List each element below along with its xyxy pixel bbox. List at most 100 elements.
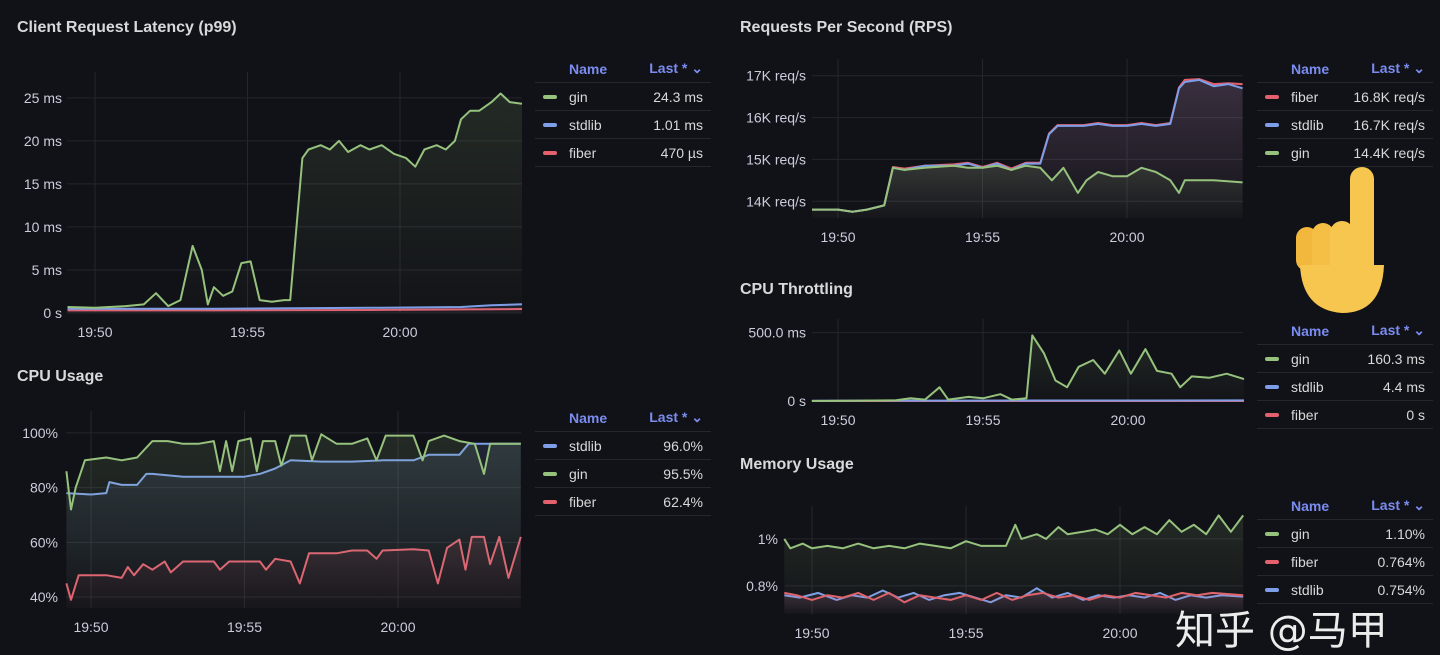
x-tick-label: 19:55 [230,324,265,340]
x-tick-label: 19:55 [227,619,262,635]
legend-last-value: 14.4K req/s [1353,144,1425,161]
panel-title-latency[interactable]: Client Request Latency (p99) [17,19,237,36]
series-area-gin [67,93,522,313]
legend-last-sort-header[interactable]: Last * ⌄ [649,60,703,76]
legend-last-value: 95.5% [663,465,703,482]
legend-series-name: gin [569,88,588,105]
legend-header: Name Last * ⌄ [1257,492,1433,520]
series-color-swatch-icon [1265,587,1279,592]
legend-last-value: 1.01 ms [653,116,703,133]
legend-item-stdlib[interactable]: stdlib 0.754% [1257,576,1433,604]
x-tick-label: 20:00 [1109,229,1144,245]
legend-last-sort-header[interactable]: Last * ⌄ [1371,322,1425,338]
series-color-swatch-icon [1265,384,1279,389]
panel-title-rps[interactable]: Requests Per Second (RPS) [740,19,953,36]
legend-item-fiber[interactable]: fiber 0.764% [1257,548,1433,576]
y-tick-label: 0 s [787,393,806,409]
legend-series-name: fiber [569,144,597,161]
series-color-swatch-icon [543,499,557,504]
legend-name-header[interactable]: Name [1291,497,1330,514]
pointing-up-hand-icon [1296,167,1384,313]
y-tick-label: 80% [30,480,58,496]
legend-last-value: 470 µs [660,144,703,161]
legend-last-sort-header[interactable]: Last * ⌄ [1371,497,1425,513]
x-tick-label: 20:00 [1110,412,1145,428]
legend-header: Name Last * ⌄ [1257,317,1433,345]
legend-last-value: 1.10% [1385,525,1425,542]
y-tick-label: 100% [22,425,58,441]
series-area-gin [784,515,1244,614]
legend-item-gin[interactable]: gin 160.3 ms [1257,345,1433,373]
series-color-swatch-icon [1265,122,1279,127]
legend-series-name: stdlib [1291,581,1324,598]
series-color-swatch-icon [543,150,557,155]
y-tick-label: 17K req/s [746,68,806,84]
x-tick-label: 19:50 [794,625,829,641]
series-color-swatch-icon [1265,356,1279,361]
series-color-swatch-icon [543,443,557,448]
series-line-gin [65,433,521,511]
legend-name-header[interactable]: Name [1291,322,1330,339]
y-tick-label: 0.8% [746,578,778,594]
legend-header: Name Last * ⌄ [1257,55,1433,83]
legend-series-name: gin [1291,350,1310,367]
legend-name-header[interactable]: Name [569,409,608,426]
legend-header: Name Last * ⌄ [535,404,711,432]
x-tick-label: 19:50 [820,229,855,245]
legend-item-gin[interactable]: gin 1.10% [1257,520,1433,548]
y-tick-label: 10 ms [24,219,62,235]
legend-last-value: 0.754% [1377,581,1425,598]
y-tick-label: 1% [758,531,778,547]
legend-series-name: stdlib [569,437,602,454]
legend-name-header[interactable]: Name [1291,60,1330,77]
y-tick-label: 15 ms [24,176,62,192]
legend-last-sort-header[interactable]: Last * ⌄ [1371,60,1425,76]
legend-series-name: gin [569,465,588,482]
legend-name-header[interactable]: Name [569,60,608,77]
legend-last-sort-header[interactable]: Last * ⌄ [649,409,703,425]
series-line-gin [811,334,1245,402]
y-tick-label: 15K req/s [746,151,806,167]
series-area-gin [66,434,521,608]
y-tick-label: 5 ms [32,262,62,278]
series-line-gin [812,164,1243,213]
y-tick-label: 40% [30,589,58,605]
y-tick-label: 16K req/s [746,110,806,126]
panel-title-memory-usage[interactable]: Memory Usage [740,456,854,473]
legend-latency: Name Last * ⌄ gin 24.3 ms stdlib 1.01 ms fiber… [535,55,711,167]
legend-last-value: 24.3 ms [653,88,703,105]
panel-title-cpu-throttling[interactable]: CPU Throttling [740,281,853,298]
legend-item-fiber[interactable]: fiber 62.4% [535,488,711,516]
legend-item-stdlib[interactable]: stdlib 1.01 ms [535,111,711,139]
y-tick-label: 60% [30,534,58,550]
legend-header: Name Last * ⌄ [535,55,711,83]
x-tick-label: 20:00 [382,324,417,340]
y-tick-label: 500.0 ms [748,325,806,341]
legend-series-name: gin [1291,525,1310,542]
legend-series-name: gin [1291,144,1310,161]
legend-item-fiber[interactable]: fiber 470 µs [535,139,711,167]
legend-series-name: fiber [1291,88,1319,105]
series-color-swatch-icon [1265,559,1279,564]
x-tick-label: 19:55 [948,625,983,641]
legend-item-stdlib[interactable]: stdlib 4.4 ms [1257,373,1433,401]
legend-item-fiber[interactable]: fiber 16.8K req/s [1257,83,1433,111]
legend-cpu-usage: Name Last * ⌄ stdlib 96.0% gin 95.5% fiber 62.4… [535,404,711,516]
legend-item-gin[interactable]: gin 24.3 ms [535,83,711,111]
legend-item-gin[interactable]: gin 14.4K req/s [1257,139,1433,167]
legend-item-stdlib[interactable]: stdlib 96.0% [535,432,711,460]
panel-title-cpu-usage[interactable]: CPU Usage [17,368,104,385]
series-line-gin [783,514,1244,550]
series-color-swatch-icon [1265,412,1279,417]
series-color-swatch-icon [543,94,557,99]
legend-item-gin[interactable]: gin 95.5% [535,460,711,488]
chart-rps: 14K req/s 15K req/s 16K req/s 17K req/s 19:5… [746,59,1243,245]
legend-item-fiber[interactable]: fiber 0 s [1257,401,1433,429]
series-color-swatch-icon [543,122,557,127]
series-color-swatch-icon [1265,94,1279,99]
series-color-swatch-icon [543,471,557,476]
y-tick-label: 14K req/s [746,193,806,209]
y-tick-label: 20 ms [24,133,62,149]
x-tick-label: 20:00 [380,619,415,635]
legend-item-stdlib[interactable]: stdlib 16.7K req/s [1257,111,1433,139]
